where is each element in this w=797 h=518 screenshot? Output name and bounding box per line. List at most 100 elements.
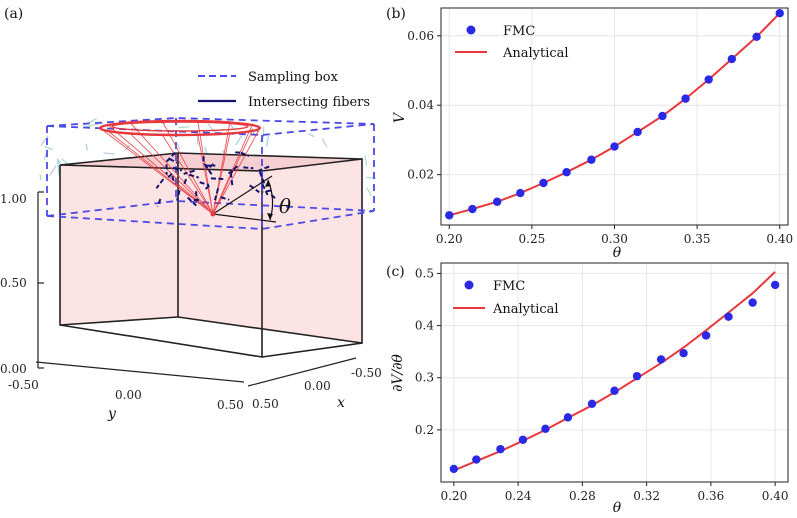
background-fiber <box>124 144 131 151</box>
z-tick-label: 1.00 <box>0 192 27 206</box>
x-tick-label: 0.40 <box>762 489 789 503</box>
data-point-fmc <box>472 455 481 464</box>
intersecting-fiber <box>229 172 234 186</box>
x-tick-label: 0.20 <box>436 232 463 246</box>
y-axis-line <box>35 361 245 383</box>
intersecting-fiber <box>165 151 177 163</box>
cube-edge-hidden-left <box>59 316 179 326</box>
cone-ray <box>129 122 214 215</box>
data-point-fmc <box>492 197 502 206</box>
background-fiber <box>85 143 88 151</box>
y-tick-label: 0.02 <box>407 168 434 182</box>
panel-c-y-label: ∂V/∂θ <box>390 354 406 392</box>
intersecting-fiber <box>258 165 270 172</box>
data-point-fmc <box>449 464 459 474</box>
data-point-fmc <box>704 75 713 84</box>
panel-b-x-label: θ <box>613 245 622 261</box>
background-fiber <box>40 135 49 146</box>
panel-c-ticks: 0.20 0.24 0.28 0.32 0.36 0.40 0.2 0.3 0.4 0.5 <box>415 266 789 503</box>
x-tick-label: 0.32 <box>633 489 660 503</box>
intersecting-fiber <box>210 177 224 181</box>
legend-label-analytical: Analytical <box>502 46 569 61</box>
x-axis-line <box>247 357 357 387</box>
cone-ray <box>161 120 214 215</box>
data-point-fmc <box>724 312 733 321</box>
intersecting-fiber <box>171 175 176 184</box>
y-tick-label: 0.50 <box>217 398 244 412</box>
angle-arm-lower <box>212 213 277 223</box>
background-fiber <box>44 145 54 151</box>
legend-marker-fmc <box>466 25 476 35</box>
background-fiber <box>177 143 181 150</box>
z-tick-label: 0.50 <box>0 276 27 290</box>
angle-arm-upper <box>212 175 273 215</box>
z-tick-label: 0.00 <box>0 362 27 376</box>
data-point-fmc <box>701 331 711 340</box>
data-point-fmc <box>658 111 667 121</box>
intersecting-fiber <box>176 189 181 201</box>
cube-top-back-edges <box>59 152 363 166</box>
y-tick-label: -0.50 <box>8 378 39 392</box>
axes-3d: 1.00 0.50 0.00 -0.50 0.00 0.50 y 0.50 0.… <box>0 191 382 422</box>
cone-apex <box>210 211 216 217</box>
cone-ray <box>212 124 253 215</box>
intersecting-fiber <box>240 151 250 158</box>
data-point-fmc <box>610 142 619 151</box>
y-tick-label: 0.4 <box>415 319 434 333</box>
y-tick-label: 0.00 <box>115 388 142 402</box>
panel-a-3d-schematic: (a) <box>0 6 382 422</box>
y-tick-label: 0.04 <box>407 98 434 112</box>
panel-c-frame <box>440 262 789 483</box>
intersecting-fiber <box>220 196 230 201</box>
x-tick-label: 0.24 <box>505 489 532 503</box>
background-fiber <box>321 138 328 148</box>
x-tick-label: 0.00 <box>304 379 331 393</box>
data-point-fmc <box>587 399 597 408</box>
data-point-fmc <box>496 444 505 454</box>
x-tick-label: -0.50 <box>351 366 382 380</box>
intersecting-fiber <box>168 158 178 164</box>
intersecting-fiber <box>155 178 165 189</box>
intersecting-fiber <box>229 165 239 173</box>
data-point-fmc <box>516 188 525 198</box>
y-tick-label: 0.06 <box>407 29 434 43</box>
intersecting-fiber <box>199 181 210 186</box>
data-point-fmc <box>445 211 454 220</box>
x-tick-label: 0.25 <box>519 232 546 246</box>
legend-label-intersecting-fibers: Intersecting fibers <box>248 95 370 110</box>
angle-label: θ <box>279 194 291 218</box>
y-tick-label: 0.5 <box>415 266 434 280</box>
background-fiber <box>85 123 101 128</box>
intersecting-fiber <box>263 189 272 194</box>
background-fiber <box>39 173 42 181</box>
intersecting-fiber <box>203 163 213 176</box>
x-tick-label: 0.35 <box>684 232 711 246</box>
data-point-fmc <box>587 155 596 164</box>
cube-fill <box>60 153 362 343</box>
intersecting-fiber <box>188 173 199 179</box>
panel-c-grid <box>441 263 788 482</box>
intersecting-fibers <box>155 151 278 207</box>
cone-top-ellipse <box>98 119 262 137</box>
x-tick-label: 0.20 <box>440 489 467 503</box>
legend-label-fmc: FMC <box>503 24 535 39</box>
y-axis-label: y <box>107 406 117 422</box>
cone-inner-ellipse <box>111 121 249 132</box>
x-tick-label: 0.30 <box>601 232 628 246</box>
x-tick-label: 0.28 <box>569 489 596 503</box>
intersecting-fiber <box>183 169 195 175</box>
background-fiber <box>235 134 244 146</box>
panel-c-chart: (c) 0.20 0.24 0.28 0.32 0.36 0.40 0.2 0.3 0.4 0.5… <box>386 262 789 516</box>
intersecting-fiber <box>243 166 254 170</box>
legend-marker-fmc <box>464 280 474 290</box>
intersecting-fiber <box>261 183 269 196</box>
y-tick-label: 0.3 <box>415 371 434 385</box>
data-point-fmc <box>681 94 690 103</box>
intersecting-fiber <box>186 196 197 207</box>
data-point-fmc <box>468 204 477 214</box>
background-fiber <box>366 187 372 197</box>
background-fiber <box>178 126 190 129</box>
panel-b-legend: FMC Analytical <box>455 24 569 61</box>
angle-arrow-top <box>265 180 271 187</box>
